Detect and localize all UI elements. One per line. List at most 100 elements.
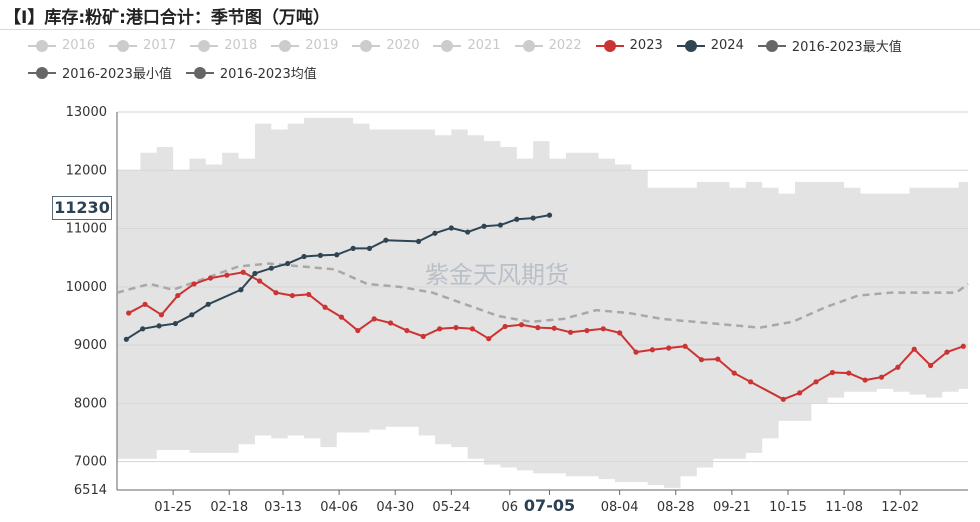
- point-2023: [338, 314, 345, 320]
- series-line-2016-2023均值: [116, 262, 969, 329]
- point-2023: [633, 349, 639, 355]
- point-2024: [189, 312, 195, 318]
- point-2024: [334, 252, 340, 258]
- point-2023: [617, 330, 623, 336]
- point-2023: [649, 347, 655, 353]
- point-2024: [301, 253, 307, 260]
- point-2024: [465, 229, 471, 235]
- point-2023: [355, 327, 361, 334]
- legend-symbol-icon: [514, 39, 543, 52]
- legend-item[interactable]: 2021: [433, 36, 501, 55]
- point-2024: [252, 270, 258, 277]
- point-2024: [238, 287, 244, 293]
- x-tick-label: 04-06: [320, 500, 358, 515]
- x-tick-label: 11-08: [825, 500, 863, 515]
- legend-label: 2024: [710, 38, 744, 53]
- legend-item[interactable]: 2022: [514, 36, 582, 55]
- point-2023: [322, 304, 328, 310]
- point-2023: [715, 356, 721, 362]
- point-2023: [224, 272, 230, 278]
- point-2023: [895, 364, 901, 370]
- point-2023: [829, 369, 836, 376]
- legend-item[interactable]: 2016: [28, 36, 95, 55]
- point-2024: [172, 320, 179, 327]
- point-2023: [878, 374, 885, 380]
- legend-label: 2019: [305, 38, 339, 53]
- point-2023: [142, 301, 148, 307]
- legend-label: 2022: [548, 38, 582, 53]
- legend-symbol-icon: [757, 39, 786, 52]
- legend-item[interactable]: 2023: [595, 36, 663, 55]
- y-tick-label: 13000: [66, 105, 107, 120]
- point-2023: [600, 326, 606, 332]
- legend-item[interactable]: 2020: [352, 36, 419, 55]
- point-2024: [205, 301, 211, 307]
- y-tick-label: 6514: [74, 483, 107, 498]
- legend-label: 2021: [467, 38, 501, 53]
- chart-legend: 2016 2017 2018 2019 2020 2021 2022 2023 2024 2016…: [28, 36, 978, 82]
- x-tick-label: 03-13: [264, 500, 302, 515]
- point-2024: [497, 222, 504, 228]
- point-2023: [486, 336, 492, 342]
- legend-label: 2016: [62, 38, 96, 53]
- chart-title: 【I】库存:粉矿:港口合计：季节图（万吨）: [4, 8, 330, 28]
- x-tick-label-highlight: 07-05: [524, 496, 575, 515]
- x-tick-label: 05-24: [432, 500, 470, 515]
- legend-label: 2017: [143, 38, 177, 53]
- point-2023: [207, 275, 214, 281]
- x-tick-label: 09-21: [713, 500, 751, 515]
- y-value-highlight: 11230: [52, 196, 112, 220]
- point-2024: [481, 223, 487, 229]
- point-2023: [927, 362, 934, 369]
- point-2023: [666, 345, 672, 351]
- point-2023: [257, 278, 263, 284]
- legend-symbol-icon: [271, 39, 300, 52]
- point-2023: [273, 290, 279, 296]
- point-2023: [731, 370, 737, 376]
- y-tick-label: 12000: [66, 163, 107, 178]
- point-2023: [960, 343, 966, 349]
- legend-item[interactable]: 2016-2023均值: [185, 63, 317, 82]
- point-2023: [158, 312, 165, 318]
- y-tick-label: 10000: [66, 280, 107, 295]
- legend-item[interactable]: 2024: [676, 36, 744, 55]
- title-divider: [0, 29, 980, 30]
- point-2024: [268, 265, 274, 271]
- x-tick-label: 06: [501, 500, 518, 515]
- point-2023: [862, 377, 868, 383]
- legend-item[interactable]: 2016-2023最小值: [28, 63, 172, 82]
- legend-symbol-icon: [352, 39, 381, 52]
- point-2023: [584, 327, 590, 334]
- point-2024: [156, 323, 162, 329]
- legend-item[interactable]: 2018: [190, 36, 257, 55]
- point-2024: [366, 245, 373, 251]
- x-tick-label: 08-04: [601, 500, 639, 515]
- legend-item[interactable]: 2017: [109, 36, 176, 55]
- point-2024: [317, 252, 323, 258]
- point-2023: [944, 349, 950, 355]
- point-2023: [535, 325, 541, 331]
- point-2024: [514, 216, 520, 222]
- legend-item[interactable]: 2019: [271, 36, 338, 55]
- legend-label: 2020: [386, 38, 420, 53]
- legend-symbol-icon: [595, 39, 624, 52]
- legend-symbol-icon: [185, 66, 214, 79]
- legend-symbol-icon: [109, 39, 138, 52]
- point-2023: [191, 281, 197, 287]
- x-tick-label: 10-15: [769, 500, 807, 515]
- point-2024: [123, 336, 129, 342]
- point-2023: [911, 346, 917, 352]
- point-2023: [420, 333, 426, 339]
- x-tick-label: 12-02: [881, 500, 919, 515]
- legend-item[interactable]: 2016-2023最大值: [757, 36, 902, 55]
- point-2023: [747, 379, 754, 385]
- point-2024: [546, 212, 553, 218]
- point-2023: [437, 326, 443, 332]
- legend-symbol-icon: [433, 39, 462, 52]
- point-2024: [448, 225, 454, 231]
- point-2023: [846, 370, 852, 376]
- legend-label: 2018: [224, 38, 258, 53]
- point-2023: [240, 269, 246, 275]
- point-2023: [175, 292, 181, 299]
- legend-label: 2023: [629, 38, 663, 53]
